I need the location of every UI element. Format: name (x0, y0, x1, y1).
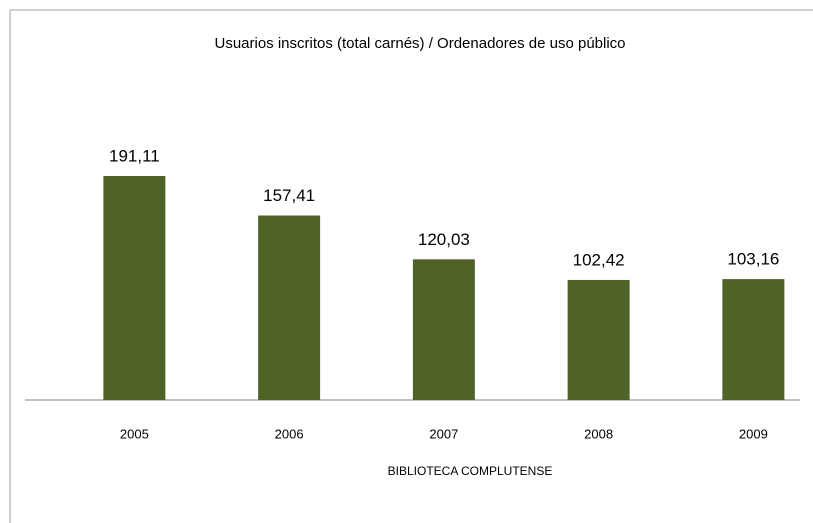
bar (412, 259, 475, 400)
x-tick-label: 2009 (739, 426, 768, 441)
data-label: 120,03 (418, 230, 470, 249)
x-tick-label: 2006 (275, 426, 304, 441)
data-label: 157,41 (263, 186, 315, 205)
data-label: 103,16 (727, 250, 779, 269)
data-label: 191,11 (109, 147, 160, 166)
bar (103, 176, 166, 400)
bar (258, 215, 321, 400)
x-tick-label: 2007 (429, 426, 458, 441)
x-tick-label: 2008 (584, 426, 613, 441)
chart-title: Usuarios inscritos (total carnés) / Orde… (214, 35, 625, 52)
x-tick-label: 2005 (120, 426, 149, 441)
bar (567, 279, 630, 400)
x-axis-label: BIBLIOTECA COMPLUTENSE (388, 464, 553, 478)
data-label: 102,42 (573, 250, 625, 269)
bar (722, 279, 785, 400)
